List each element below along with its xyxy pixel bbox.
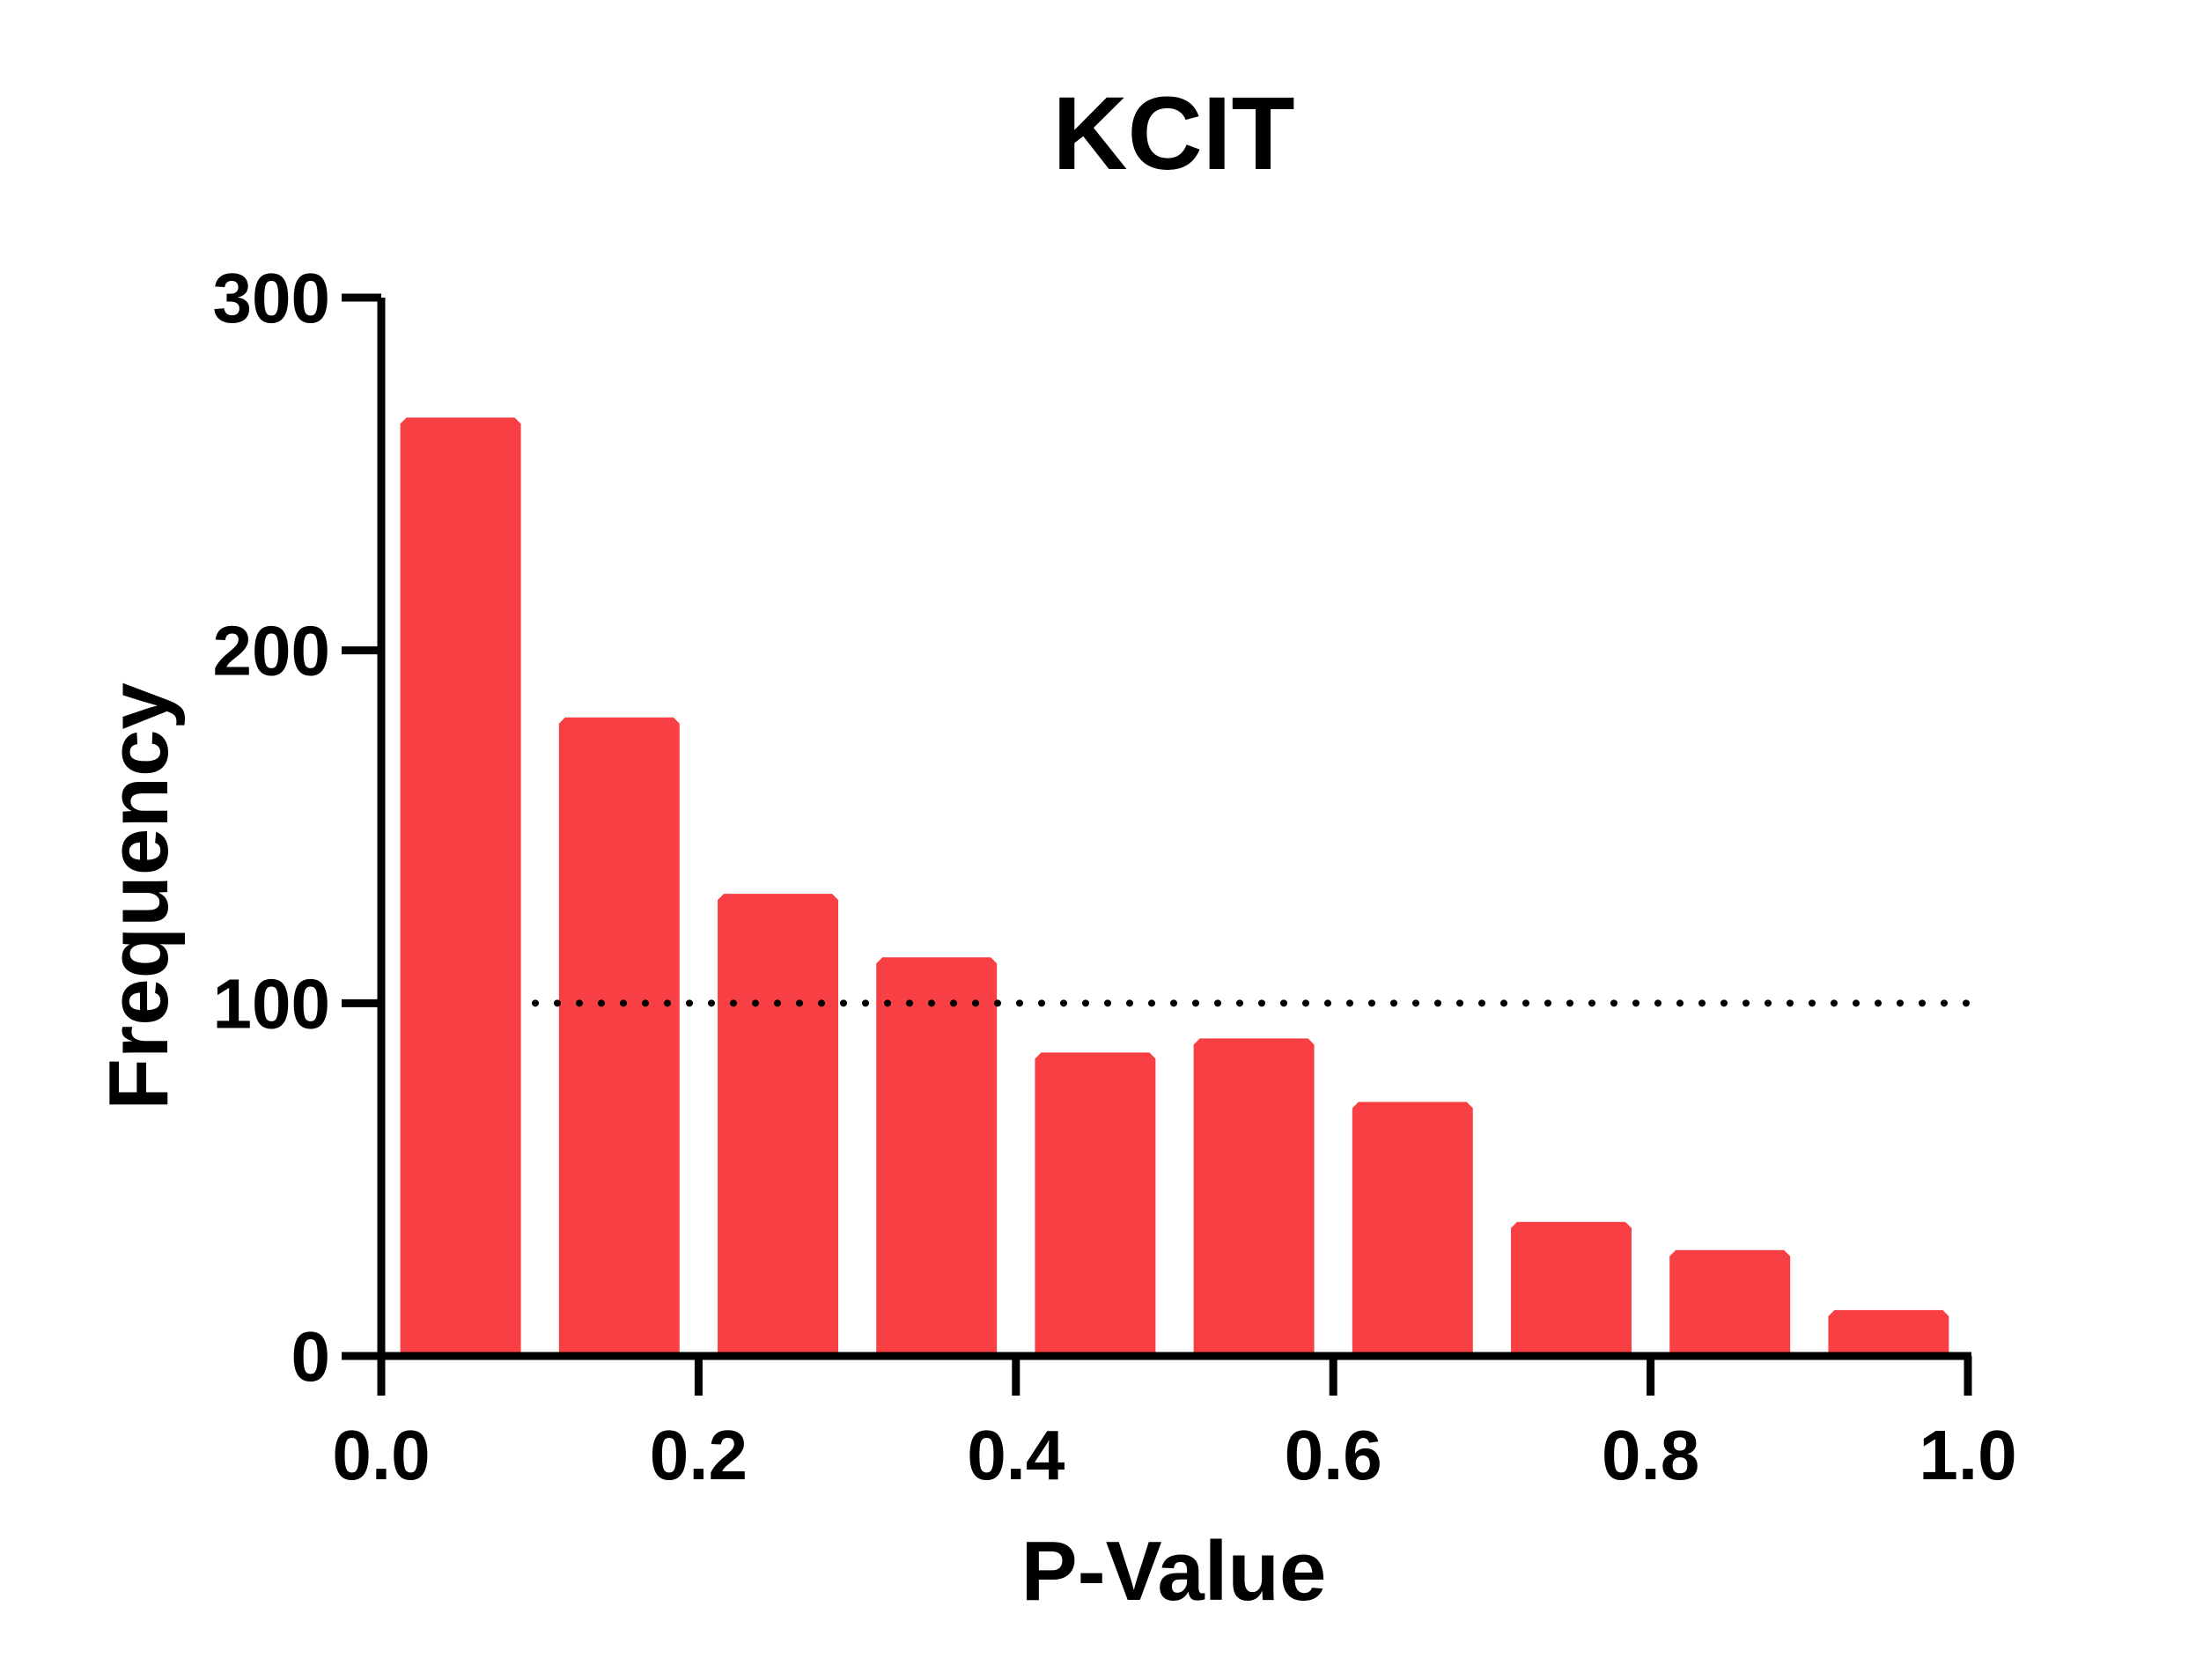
bar-0.0-0.1 <box>400 417 521 1356</box>
bar-0.9-1.0 <box>1828 1309 1949 1356</box>
y-tick-label: 300 <box>213 259 330 337</box>
y-ticks: 0 100 200 300 <box>213 259 381 1396</box>
bar-0.4-0.5 <box>1035 1052 1156 1356</box>
bar-0.3-0.4 <box>876 957 998 1356</box>
bar-0.7-0.8 <box>1511 1221 1632 1356</box>
bar-0.8-0.9 <box>1669 1249 1791 1356</box>
x-tick-label: 0.0 <box>332 1416 430 1494</box>
bar-0.6-0.7 <box>1352 1102 1473 1356</box>
x-tick-label: 0.6 <box>1285 1416 1382 1494</box>
chart-title: KCIT <box>1052 76 1294 192</box>
bar-0.2-0.3 <box>718 894 838 1356</box>
x-tick-label: 0.8 <box>1602 1416 1699 1494</box>
x-ticks: 0.0 0.2 0.4 0.6 0.8 1.0 <box>332 1356 2017 1494</box>
x-tick-label: 1.0 <box>1919 1416 2016 1494</box>
y-tick-label: 200 <box>213 612 330 690</box>
y-tick-label: 0 <box>291 1317 331 1396</box>
bar-0.1-0.2 <box>558 717 680 1356</box>
bars <box>400 417 1949 1356</box>
y-tick-label: 100 <box>213 964 330 1043</box>
bar-0.5-0.6 <box>1193 1038 1315 1356</box>
x-tick-label: 0.2 <box>650 1416 748 1494</box>
x-axis-label: P-Value <box>1021 1524 1327 1618</box>
x-tick-label: 0.4 <box>967 1416 1065 1494</box>
y-axis-label: Frequency <box>92 682 186 1109</box>
